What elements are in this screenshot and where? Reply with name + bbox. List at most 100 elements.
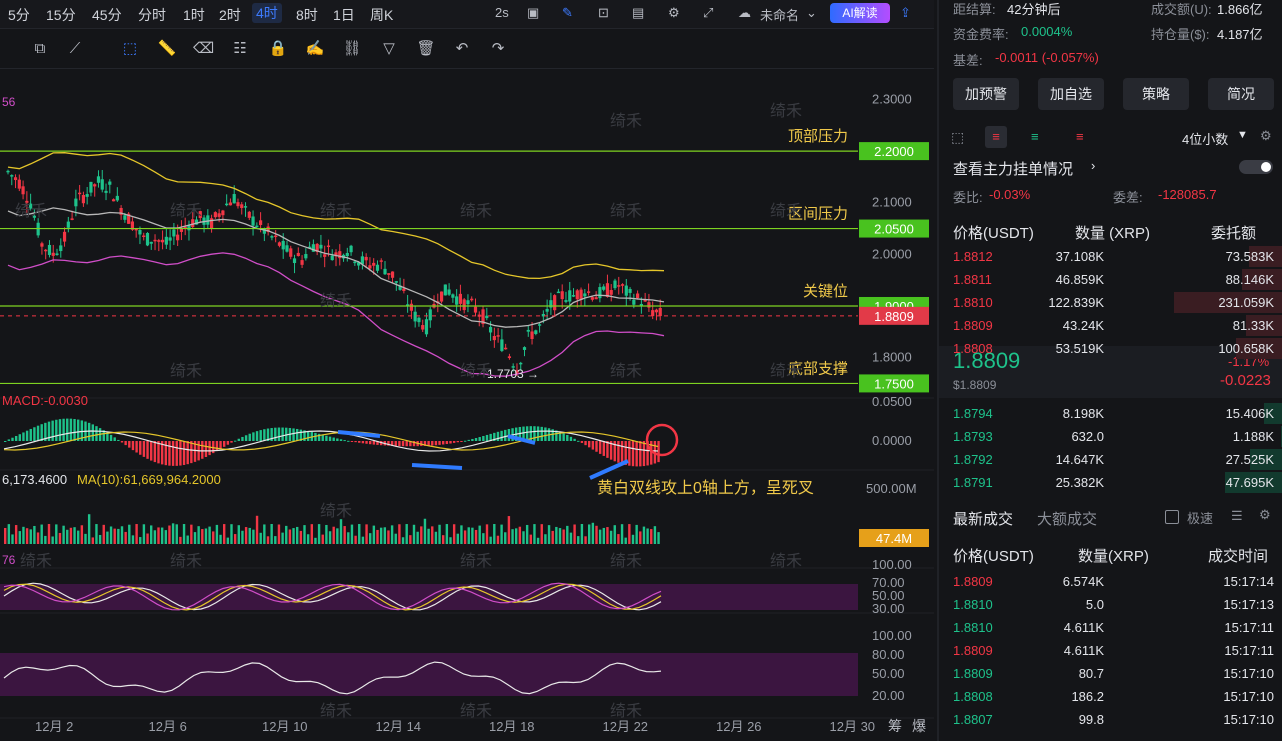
template-name[interactable]: 未命名 [760,8,800,23]
line-tool-icon[interactable]: ⟋ [69,40,81,57]
pen-icon[interactable]: ✎ [562,5,573,20]
timeframe-tick[interactable]: 分时 [138,7,166,23]
volume-bar [255,515,259,544]
settings-icon[interactable]: ⚙ [1259,507,1271,522]
bid-price[interactable]: 1.8792 [953,452,993,467]
mid-price: 1.8809 [953,348,1021,373]
volume-bar [317,524,321,544]
redo-icon[interactable]: ↷ [491,40,505,57]
alert-button[interactable]: 加预警 [953,78,1019,110]
volume-bar [635,524,638,544]
main-orders-link[interactable]: 查看主力挂单情况 [953,161,1074,178]
decimals-select[interactable]: 4位小数 [1182,132,1229,147]
calendar-icon[interactable]: ▤ [632,5,645,20]
chevron-down-icon[interactable]: ▼ [1237,129,1248,141]
osc2-band [0,653,858,696]
trade-qty: 99.8 [1078,712,1104,727]
volume-bar [164,530,167,544]
filter-icon[interactable]: ☰ [1231,508,1243,523]
ask-price[interactable]: 1.8808 [953,341,993,356]
candle-body [85,194,89,197]
candle-body [145,232,150,246]
layout-icon[interactable]: ⊡ [598,5,609,20]
ask-price[interactable]: 1.8810 [953,295,993,310]
macd-bar [296,428,299,441]
timeframe-8h[interactable]: 8时 [296,7,318,23]
ai-analysis-button[interactable]: AI解读 [830,3,890,23]
ask-price[interactable]: 1.8809 [953,318,993,333]
depth-mode-icon[interactable]: ⬚ [951,129,965,145]
bid-price[interactable]: 1.8791 [953,475,993,490]
bid-total: 27.525K [1225,452,1274,467]
tab-latest-trades[interactable]: 最新成交 [953,511,1014,528]
arrow-icon [337,430,381,438]
refresh-interval[interactable]: 2s [495,5,509,20]
candle-body [492,336,496,341]
undo-icon[interactable]: ↶ [455,40,469,57]
x-tick-label: 12月 30 [830,719,876,734]
timeframe-15m[interactable]: 15分 [46,7,76,23]
watchlist-button[interactable]: 加自选 [1038,78,1104,110]
share-icon[interactable]: ⇪ [900,5,911,20]
volume-bar [252,529,255,544]
timeframe-45m[interactable]: 45分 [92,7,122,23]
fast-checkbox[interactable] [1165,510,1179,524]
selection-tool-icon[interactable]: ⬚ [122,40,138,57]
link-icon[interactable]: ⛓ [342,40,362,57]
settings-icon[interactable]: ⚙ [1260,128,1272,143]
bid-price[interactable]: 1.8793 [953,429,993,444]
camera-icon[interactable]: ▣ [527,5,540,20]
watermark: 绮禾 [170,552,202,570]
macd-bar [544,427,547,441]
kline-chart[interactable]: 2.30002.20002.10002.00001.90001.8000顶部压力… [0,68,934,741]
timeframe-1d[interactable]: 1日 [333,7,355,23]
macd-bar [580,441,584,443]
bid-total: 1.188K [1232,429,1274,444]
candle-body [488,326,493,333]
bid-price[interactable]: 1.8794 [953,406,993,421]
chart-foot-icon[interactable]: 爆 [912,718,926,734]
volume-bar [639,531,642,544]
timeframe-5m[interactable]: 5分 [8,7,30,23]
magnet-icon[interactable]: ⧉ [34,40,46,57]
volume-bar [285,525,288,544]
ask-price[interactable]: 1.8811 [953,272,992,287]
both-sides-icon[interactable]: ≡ [985,126,1007,148]
trash-icon[interactable]: 🗑 [416,40,436,57]
pattern-icon[interactable]: ☷ [233,40,247,57]
candle-body [326,245,331,248]
volume-bar [299,530,303,544]
main-orders-toggle[interactable] [1239,160,1273,174]
col-qty[interactable]: 数量 (XRP) [1075,225,1151,242]
volume-bar [131,535,135,544]
fullscreen-icon[interactable]: ⤢ [703,5,714,20]
strategy-button[interactable]: 策略 [1123,78,1189,110]
volume-bar [577,536,580,544]
timeframe-2h[interactable]: 2时 [219,7,241,23]
cloud-icon[interactable]: ☁ [738,5,751,20]
trade-col-qty[interactable]: 数量(XRP) [1078,548,1149,565]
volume-bar [423,518,427,544]
filter-icon[interactable]: ▽ [383,40,395,57]
note-icon[interactable]: ✍ [305,40,325,57]
tab-large-trades[interactable]: 大额成交 [1037,511,1098,528]
lock-icon[interactable]: 🔒 [268,40,288,57]
chart-foot-icon[interactable]: 筹 [888,718,902,734]
eraser-icon[interactable]: ⌫ [193,40,215,57]
chevron-down-icon[interactable]: ⌄ [806,5,817,20]
bid-depth-bar [1250,449,1282,470]
macd-bar [456,441,459,443]
watermark: 绮禾 [610,202,642,220]
timeframe-4h[interactable]: 4时 [252,3,282,23]
timeframe-week[interactable]: 周K [370,7,394,23]
overview-button[interactable]: 简况 [1208,78,1274,110]
ruler-icon[interactable]: 📏 [157,40,177,57]
timeframe-1h[interactable]: 1时 [183,7,205,23]
col-total[interactable]: 委托额 [1211,225,1257,242]
asks-only-icon[interactable]: ≡ [1076,129,1084,144]
ask-price[interactable]: 1.8812 [953,249,993,264]
settings-icon[interactable]: ⚙ [668,5,680,20]
macd-bar [635,441,638,467]
bids-only-icon[interactable]: ≡ [1031,129,1039,144]
candle-body [458,293,463,304]
